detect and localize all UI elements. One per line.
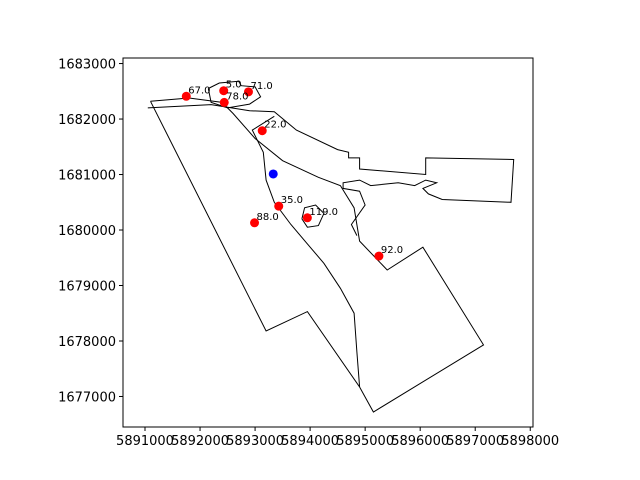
data-point-6 [274,201,284,211]
y-tick-label: 1679000 [58,280,116,295]
boundary-line-3 [207,80,262,109]
data-point-3 [219,97,229,107]
data-point-5 [257,126,267,136]
data-point-2 [219,86,229,96]
y-axis-ticks: 1677000 1678000 1679000 1680000 1681000 16820… [58,58,123,405]
reference-point [268,169,278,179]
x-axis-ticks: 5891000589200058930005894000589500058960… [116,427,559,449]
boundary-line-2 [147,104,515,236]
data-point-9 [374,251,384,261]
data-point-label-9: 92.0 [381,245,403,256]
data-point-label-2: 5.0 [226,80,242,91]
y-tick-label: 1677000 [58,390,116,405]
x-tick-label: 5897000 [446,434,504,449]
data-point-label-4: 71.0 [250,81,272,92]
data-point-label-3: 78.0 [226,91,248,102]
x-tick-label: 5896000 [391,434,449,449]
x-tick-label: 5893000 [226,434,284,449]
y-tick-label: 1680000 [58,224,116,239]
data-point-7 [250,218,260,228]
data-point-8 [302,213,312,223]
boundary-line-1 [150,97,485,413]
boundary-line-5 [251,115,361,388]
y-tick-label: 1681000 [58,169,116,184]
data-point-label-7: 88.0 [257,212,279,223]
x-tick-label: 5894000 [281,434,339,449]
x-tick-label: 5898000 [501,434,559,449]
boundary-group [147,80,515,413]
y-tick-label: 1682000 [58,113,116,128]
x-tick-label: 5891000 [116,434,174,449]
data-point-label-5: 22.0 [264,120,286,131]
data-point-label-6: 35.0 [281,195,303,206]
data-point-1 [181,91,191,101]
y-tick-label: 1683000 [58,58,116,73]
x-tick-label: 5892000 [171,434,229,449]
y-tick-label: 1678000 [58,335,116,350]
boundary-line-4 [301,204,325,228]
plot-frame [122,57,534,428]
data-point-4 [243,87,253,97]
x-tick-label: 5895000 [336,434,394,449]
data-point-label-8: 119.0 [309,207,338,218]
point-labels-group: 67.0 5.078.071.0 22.0 35.088.0 119.0 92.0 [188,80,403,256]
data-point-label-1: 67.0 [188,85,210,96]
points-group [181,86,384,261]
